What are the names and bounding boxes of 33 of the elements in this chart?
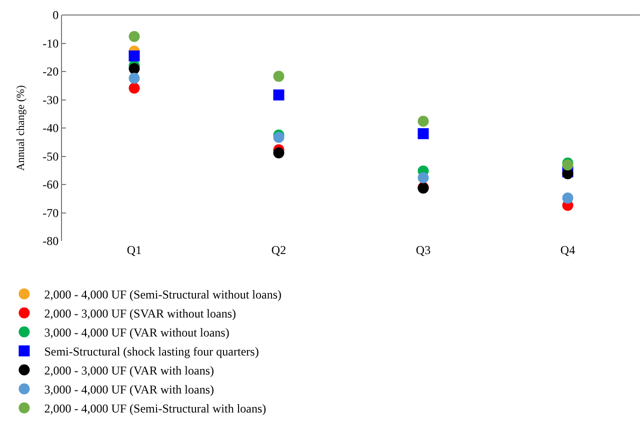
y-tick-label: -20 (42, 64, 59, 79)
legend-label: 2,000 - 4,000 UF (Semi-Structural with loans) (44, 402, 266, 416)
point (128, 30, 140, 42)
y-tick-label: -10 (42, 36, 59, 50)
y-tick-label: -80 (42, 234, 59, 248)
point (418, 128, 429, 140)
point (128, 63, 140, 74)
legend-label: 2,000 - 4,000 UF (Semi-Structural without loans) (44, 288, 282, 302)
legend-label: 3,000 - 4,000 UF (VAR with loans) (44, 382, 214, 397)
x-tick-label: Q1 (126, 243, 142, 257)
legend-label: 3,000 - 4,000 UF (VAR without loans) (44, 326, 230, 340)
y-tick-label: -60 (42, 178, 59, 192)
y-tick-label: -50 (42, 149, 59, 164)
y-axis-title: Annual change (%) (15, 84, 28, 171)
point (128, 72, 140, 84)
y-tick-label: -40 (42, 121, 59, 136)
legend-label: 2,000 - 3,000 UF (VAR with loans) (44, 364, 214, 378)
y-tick-label: -70 (42, 206, 59, 220)
legend-label: Semi-Structural (shock lasting four quarters) (44, 344, 259, 359)
point (273, 147, 284, 158)
legend-label: 2,000 - 3,000 UF (SVAR without loans) (44, 306, 236, 321)
point (273, 70, 284, 82)
x-tick-label: Q3 (416, 243, 431, 257)
point (418, 172, 429, 184)
point (128, 50, 140, 62)
point (128, 82, 140, 94)
x-tick-label: Q4 (560, 243, 576, 257)
y-tick-label: 0 (52, 8, 59, 22)
point (562, 192, 574, 204)
y-tick-label: -30 (42, 92, 59, 107)
x-tick-label: Q2 (271, 243, 286, 257)
point (418, 116, 429, 127)
point (273, 89, 284, 100)
